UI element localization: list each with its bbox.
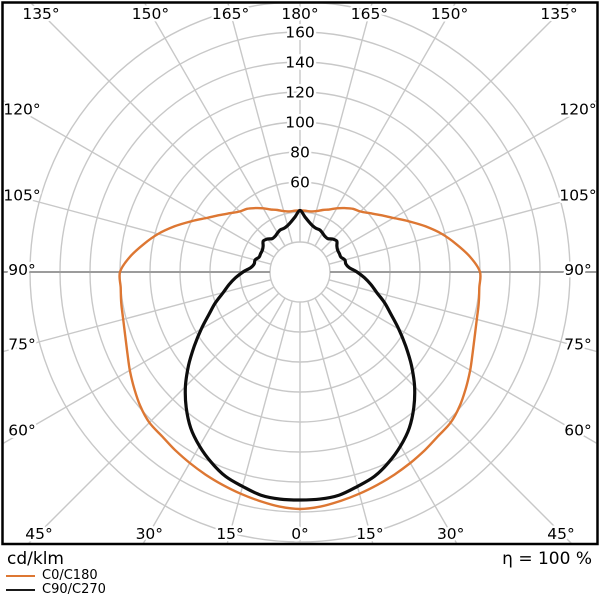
angle-label-top: 165° (212, 5, 249, 23)
angle-label-bottom: 45° (25, 525, 52, 543)
angle-label-bottom: 30° (136, 525, 163, 543)
angle-label-bottom: 30° (437, 525, 464, 543)
legend-item-c90-c270: C90/C270 (6, 583, 106, 597)
grid-circle (269, 241, 331, 303)
angle-label-left: 75° (8, 335, 35, 353)
grid-spoke (28, 292, 280, 543)
grid-spoke (142, 297, 286, 543)
legend-item-c0-c180: C0/C180 (6, 569, 106, 583)
grid-spoke (328, 279, 597, 353)
angle-label-right: 75° (564, 335, 591, 353)
angle-label-top: 135° (22, 5, 59, 23)
radial-tick-label: 60 (290, 174, 310, 192)
angle-label-bottom: 15° (356, 525, 383, 543)
angle-label-left: 120° (3, 100, 40, 118)
grid-spoke (3, 286, 275, 444)
units-label: cd/klm (7, 549, 64, 569)
grid-spoke (3, 100, 275, 258)
legend-swatch-c90-c270 (6, 589, 35, 591)
legend-label-c90-c270: C90/C270 (42, 582, 106, 597)
radial-tick-label: 120 (285, 84, 315, 102)
radial-tick-label: 160 (285, 24, 315, 42)
angle-label-right: 90° (564, 261, 591, 279)
polar-grid (3, 3, 597, 543)
grid-spoke (314, 3, 456, 247)
grid-spoke (227, 3, 293, 244)
angle-label-bottom: 15° (216, 525, 243, 543)
legend-swatch-c0-c180 (6, 575, 35, 577)
angle-label-right: 60° (564, 422, 591, 440)
grid-spoke (3, 279, 272, 353)
legend: C0/C180 C90/C270 (6, 569, 106, 597)
grid-spoke (320, 292, 572, 543)
angle-label-left: 60° (8, 422, 35, 440)
angle-label-bottom: 45° (547, 525, 574, 543)
grid-spoke (30, 3, 280, 252)
angle-label-right: 105° (559, 187, 596, 205)
grid-spoke (325, 286, 597, 444)
polar-chart-svg: 60 80 100 120 140 160 135° 150° 165° 180° 165° 150°… (1, 1, 599, 546)
c90-c270-curve (183, 208, 417, 502)
radial-tick-label: 80 (290, 144, 310, 162)
efficiency-label: η = 100 % (502, 549, 592, 569)
grid-spoke (226, 300, 293, 543)
angle-label-right: 120° (559, 100, 596, 118)
grid-spoke (307, 300, 374, 543)
grid-spoke (328, 191, 597, 265)
angle-label-bottom: 0° (291, 525, 309, 543)
angle-label-top: 180° (281, 5, 318, 23)
grid-spoke (325, 100, 597, 258)
grid-spoke (144, 3, 286, 247)
grid-spoke (3, 191, 272, 265)
radial-tick-label: 140 (285, 54, 315, 72)
grid-spoke (307, 3, 373, 244)
angle-label-left: 105° (3, 187, 40, 205)
angle-label-top: 135° (540, 5, 577, 23)
angle-label-top: 150° (132, 5, 169, 23)
angle-label-left: 90° (8, 261, 35, 279)
legend-label-c0-c180: C0/C180 (42, 568, 98, 583)
grid-spoke (314, 297, 458, 543)
radial-tick-label: 100 (285, 114, 315, 132)
angle-label-top: 165° (351, 5, 388, 23)
angle-label-top: 150° (431, 5, 468, 23)
grid-spoke (320, 3, 570, 252)
plot-frame (1, 1, 599, 546)
